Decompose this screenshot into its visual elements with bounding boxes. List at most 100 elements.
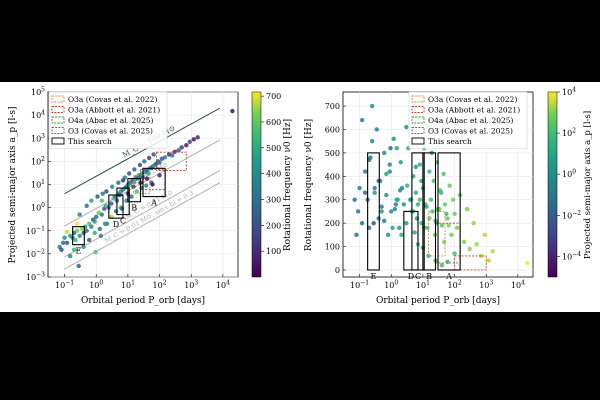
pulsar-point <box>157 173 162 178</box>
pulsar-point <box>92 219 97 224</box>
pulsar-point <box>104 221 110 226</box>
mass-line <box>64 170 221 258</box>
pulsar-point <box>162 155 168 160</box>
search-box-label: E <box>76 247 82 256</box>
pulsar-point <box>374 127 379 132</box>
pulsar-point <box>392 206 398 212</box>
colorbar-tick-label: 300 <box>266 195 281 204</box>
search-box-label: A <box>445 272 452 281</box>
legend-frame <box>408 91 528 149</box>
pulsar-point <box>94 214 99 220</box>
pulsar-point <box>441 171 446 177</box>
pulsar-point <box>376 178 381 184</box>
pulsar-point <box>431 178 436 184</box>
pulsar-point <box>486 258 491 263</box>
x-tick-label: 102 <box>153 280 167 291</box>
x-tick-label: 104 <box>216 280 230 291</box>
x-tick-label: 103 <box>479 280 493 291</box>
pulsar-point <box>417 197 423 202</box>
search-box-label: B <box>131 204 137 213</box>
pulsar-point <box>71 247 77 253</box>
pulsar-point <box>84 203 89 208</box>
search-box-a <box>142 167 166 198</box>
pulsar-point <box>355 209 361 214</box>
y-tick-label: 103 <box>31 133 45 144</box>
prior-search-box <box>428 210 446 257</box>
legend-frame <box>48 91 168 149</box>
right-x-axis-label: Orbital period P_orb [days] <box>376 296 500 306</box>
legend-swatch <box>411 116 425 124</box>
pulsar-point <box>439 190 444 195</box>
pulsar-point <box>441 239 447 245</box>
pulsar-point <box>412 230 417 235</box>
y-tick-label: 102 <box>31 156 45 167</box>
left-colorbar <box>251 91 262 278</box>
pulsar-point <box>390 225 395 231</box>
pulsar-point <box>417 162 423 167</box>
pulsar-point <box>397 225 402 231</box>
left-colorbar-ticks: 100 200 300 400 500 600 700 <box>261 92 281 256</box>
pulsar-point <box>151 152 156 157</box>
legend-entry: O3 (Covas et al. 2025) <box>428 127 513 136</box>
y-tick-label: 104 <box>31 110 45 121</box>
legend-swatch <box>411 95 425 103</box>
left-x-axis-label: Orbital period P_orb [days] <box>81 296 205 306</box>
pulsar-point <box>104 189 109 194</box>
search-box-d <box>108 194 124 219</box>
colorbar-tick-label: 700 <box>266 92 281 101</box>
pulsar-point <box>109 201 114 206</box>
pulsar-point <box>77 233 82 239</box>
left-y-axis-label: Projected semi-major axis a_p [l-s] <box>8 106 18 263</box>
colorbar-tick-label: 400 <box>266 170 281 179</box>
pulsar-point <box>395 197 400 202</box>
left-legend: O3a (Covas et al. 2022) O3a (Abbott et al… <box>48 91 168 149</box>
prior-search-box <box>140 168 166 191</box>
prior-search-box <box>156 151 187 172</box>
y-tick-label: 500 <box>325 149 340 158</box>
prior-search-box <box>133 174 151 195</box>
search-box-label: D <box>113 220 119 229</box>
search-box-label: B <box>426 272 432 281</box>
pulsar-point <box>131 184 136 189</box>
pulsar-point <box>352 197 357 202</box>
pulsar-point <box>447 183 452 188</box>
pulsar-point <box>384 192 389 198</box>
legend-swatch <box>411 127 425 134</box>
pulsar-point <box>176 148 181 153</box>
x-tick-label: 10−1 <box>350 280 369 291</box>
search-box-d <box>403 210 419 271</box>
legend-entry: O4a (Abac et al. 2025) <box>428 116 514 125</box>
pulsar-point <box>464 206 470 212</box>
pulsar-point <box>369 138 375 144</box>
pulsar-point <box>525 260 530 266</box>
pulsar-point <box>362 190 368 195</box>
pulsar-point <box>74 228 80 233</box>
y-tick-label: 10−2 <box>26 248 45 259</box>
pulsar-point <box>471 220 476 226</box>
pulsar-point <box>446 223 451 228</box>
pulsar-point <box>404 220 409 226</box>
pulsar-point <box>77 212 82 217</box>
x-tick-label: 103 <box>184 280 198 291</box>
legend-swatch <box>51 127 65 134</box>
pulsar-point <box>59 247 64 253</box>
pulsar-point <box>74 221 80 226</box>
colorbar-tick-label: 104 <box>562 87 576 98</box>
mass-line <box>64 107 221 195</box>
search-box-e <box>367 152 380 271</box>
pulsar-point <box>157 160 162 165</box>
legend-swatch <box>51 116 65 124</box>
pulsar-point <box>401 202 407 207</box>
pulsar-point <box>389 209 394 214</box>
pulsar-point <box>132 167 137 172</box>
search-box-e <box>72 226 85 246</box>
pulsar-point <box>93 249 98 255</box>
pulsar-point <box>427 216 432 221</box>
pulsar-point <box>357 185 362 191</box>
pulsar-point <box>372 185 377 191</box>
legend-entry: O3a (Abbott et al. 2021) <box>68 106 160 115</box>
x-tick-label: 10−1 <box>55 280 74 291</box>
y-tick-label: 200 <box>325 219 340 228</box>
y-tick-label: 10−1 <box>26 225 45 236</box>
pulsar-point <box>98 233 104 239</box>
